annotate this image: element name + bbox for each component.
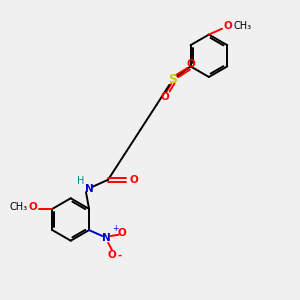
Text: O: O bbox=[29, 202, 38, 212]
Text: N: N bbox=[85, 184, 93, 194]
Text: O: O bbox=[187, 59, 196, 69]
Text: S: S bbox=[168, 73, 177, 86]
Text: O: O bbox=[160, 92, 169, 102]
Text: CH₃: CH₃ bbox=[9, 202, 27, 212]
Text: O: O bbox=[118, 228, 126, 238]
Text: H: H bbox=[77, 176, 84, 186]
Text: O: O bbox=[108, 250, 116, 260]
Text: O: O bbox=[223, 21, 232, 31]
Text: -: - bbox=[118, 251, 122, 261]
Text: O: O bbox=[130, 175, 139, 185]
Text: +: + bbox=[112, 224, 119, 233]
Text: N: N bbox=[102, 233, 111, 243]
Text: CH₃: CH₃ bbox=[234, 21, 252, 31]
